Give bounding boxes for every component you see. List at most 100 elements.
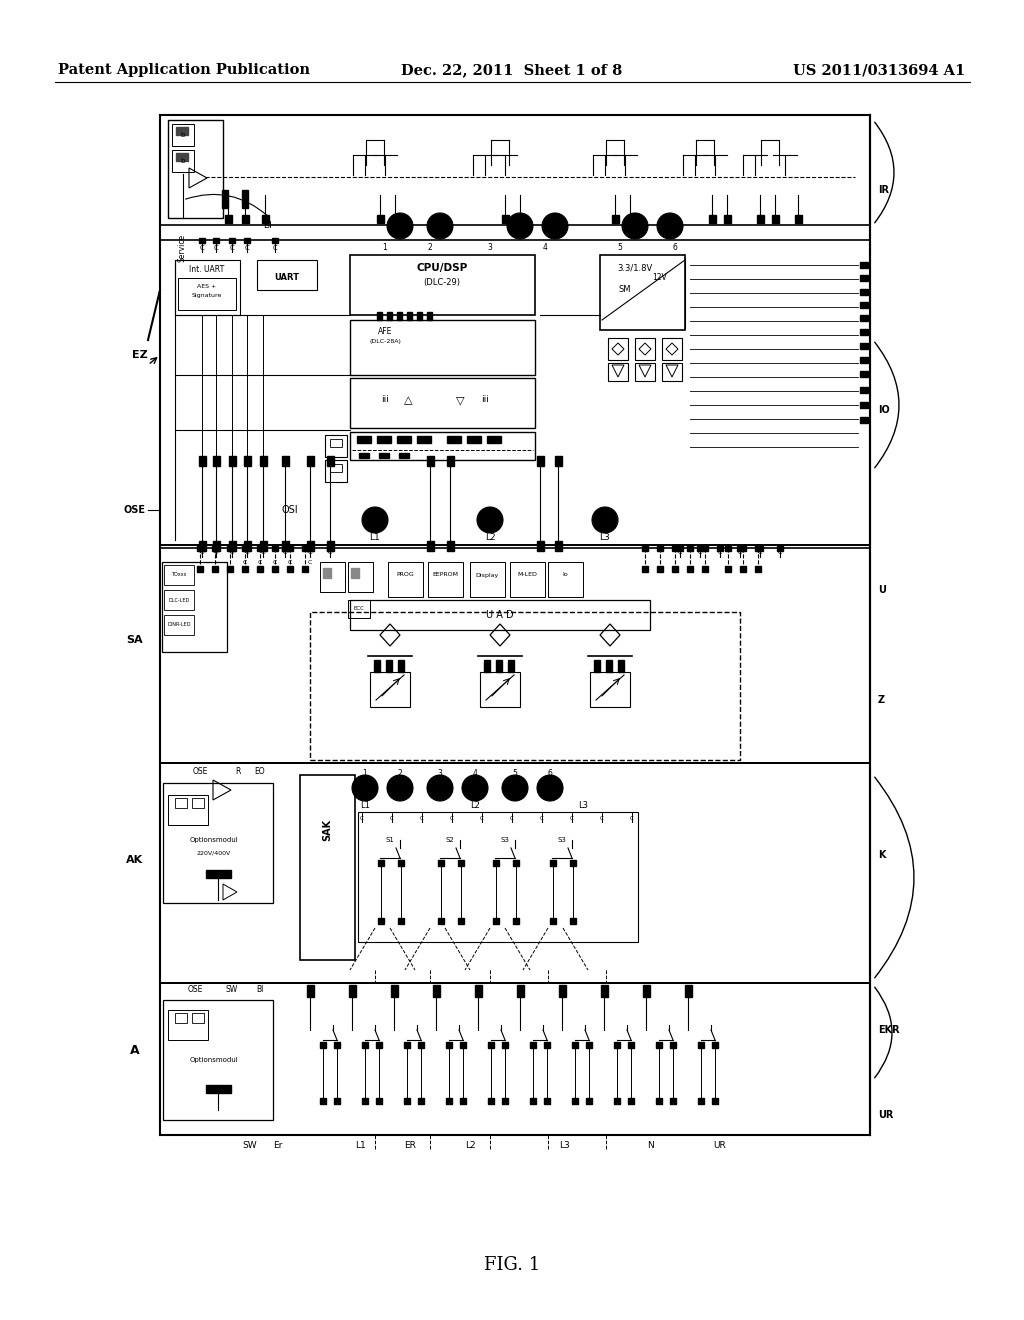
Bar [334,1041,340,1048]
Text: DLC-LED: DLC-LED [168,598,189,602]
Text: UR: UR [714,1140,726,1150]
Text: 3: 3 [437,768,442,777]
Bar [572,1041,578,1048]
Text: SA: SA [127,635,143,645]
Bar [176,127,188,135]
Text: C: C [510,816,514,821]
Bar [662,363,682,381]
Bar [370,672,410,708]
Bar [586,1041,592,1048]
Bar [397,436,411,444]
Bar [228,455,236,466]
Bar [260,546,266,550]
Text: Service: Service [177,234,186,263]
Bar [635,338,655,360]
Bar [377,215,384,223]
Bar [555,455,561,466]
Bar [261,215,268,223]
Text: BI: BI [256,986,264,994]
Bar [757,546,763,550]
Bar [488,1041,494,1048]
Text: C: C [272,561,278,565]
Bar [350,319,535,375]
Bar [427,455,433,466]
Text: CPU/DSP: CPU/DSP [417,263,468,273]
Bar [376,1041,382,1048]
Bar [458,861,464,866]
Text: AK: AK [126,855,143,865]
Bar [259,455,266,466]
Bar [213,238,219,243]
Text: C: C [738,550,742,556]
Bar [755,545,761,550]
Bar [572,1098,578,1104]
Circle shape [352,775,378,801]
Bar [282,541,289,550]
Circle shape [657,213,683,239]
Text: C: C [272,246,278,251]
Text: C: C [718,550,722,556]
Bar [242,215,249,223]
Bar [302,545,308,550]
Bar [657,566,663,572]
Bar [398,861,404,866]
Bar [272,545,278,550]
Bar [302,566,308,572]
Text: ER: ER [404,1140,416,1150]
Bar [175,1012,187,1023]
Text: Optionsmodul: Optionsmodul [189,1057,239,1063]
Bar [755,566,761,572]
Bar [172,150,194,172]
Bar [614,1098,620,1104]
Bar [168,795,208,825]
Text: OSE: OSE [193,767,208,776]
Bar [487,436,501,444]
Text: K: K [878,850,886,861]
Bar [428,562,463,597]
Bar [672,566,678,572]
Bar [323,568,331,578]
Bar [860,329,868,335]
Text: C: C [243,561,247,565]
Bar [357,436,371,444]
Bar [418,1041,424,1048]
Text: C: C [328,550,332,556]
Bar [496,660,502,672]
Bar [399,453,409,458]
Bar [160,115,870,224]
Text: UR: UR [878,1110,893,1119]
Bar [327,546,333,550]
Text: Z: Z [878,696,885,705]
Bar [724,215,730,223]
Bar [386,660,392,672]
Bar [257,566,263,572]
Text: C: C [308,561,312,565]
Bar [418,1098,424,1104]
Bar [206,1085,231,1093]
Text: 2: 2 [397,768,402,777]
Bar [555,541,561,550]
Text: C: C [200,246,205,251]
Bar [404,1098,410,1104]
Bar [717,546,723,550]
Bar [446,1098,452,1104]
Bar [287,566,293,572]
Bar [600,985,607,997]
Bar [544,1098,550,1104]
Bar [227,566,233,572]
Bar [458,917,464,924]
Bar [306,541,313,550]
Bar [244,546,250,550]
Bar [570,917,575,924]
Text: Dec. 22, 2011  Sheet 1 of 8: Dec. 22, 2011 Sheet 1 of 8 [401,63,623,77]
Text: L2: L2 [465,1140,475,1150]
Bar [740,566,746,572]
Bar [212,566,218,572]
Text: L2: L2 [470,800,480,809]
Bar [350,601,650,630]
Bar [376,1098,382,1104]
Bar [628,1098,634,1104]
Text: b: b [181,132,185,139]
Bar [480,672,520,708]
Bar [594,660,600,672]
